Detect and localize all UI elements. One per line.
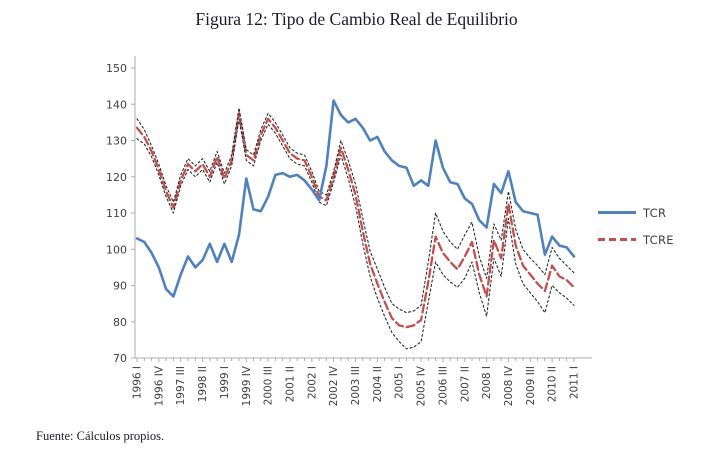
svg-text:2008 IV: 2008 IV [503,365,515,406]
svg-text:2002 IV: 2002 IV [328,365,340,406]
legend-label-tcr: TCR [643,205,667,220]
svg-text:80: 80 [113,316,127,329]
svg-text:130: 130 [106,135,127,148]
svg-text:2002 I: 2002 I [306,366,318,399]
svg-text:100: 100 [106,243,127,256]
series-tcr [135,99,576,298]
svg-text:2005 IV: 2005 IV [416,365,428,406]
svg-text:110: 110 [106,207,127,220]
svg-text:90: 90 [113,280,127,293]
svg-text:70: 70 [113,352,127,365]
svg-text:1998 II: 1998 II [197,366,209,402]
svg-text:2000 III: 2000 III [263,366,275,405]
series-tcre-banda-inferior [136,118,575,350]
svg-text:2004 II: 2004 II [372,366,384,402]
svg-text:1996 I: 1996 I [132,366,144,399]
svg-text:1999 I: 1999 I [219,366,231,399]
svg-text:2008 I: 2008 I [481,366,493,399]
svg-text:2005 I: 2005 I [394,366,406,399]
chart-title: Figura 12: Tipo de Cambio Real de Equili… [195,9,518,29]
svg-text:140: 140 [106,98,127,111]
svg-text:2006 III: 2006 III [437,366,449,405]
series-tcre-banda-superior [136,107,575,314]
svg-text:2001 II: 2001 II [284,366,296,402]
svg-text:2007 II: 2007 II [459,366,471,402]
tcr-line-sample [598,211,636,214]
tcre-line-sample [598,238,636,241]
svg-text:1996 IV: 1996 IV [153,365,165,406]
svg-text:120: 120 [106,171,127,184]
legend-label-tcre: TCRE [643,232,674,247]
svg-text:2010 II: 2010 II [547,366,559,402]
legend-item-tcre: TCRE [598,226,674,253]
svg-text:150: 150 [106,62,127,75]
svg-text:1997 III: 1997 III [175,366,187,405]
y-axis-ticks: 70 80 90 100 110 120 130 140 150 [106,62,135,365]
svg-text:2009 III: 2009 III [525,366,537,405]
legend: TCR TCRE [598,199,674,253]
source-note: Fuente: Cálculos propios. [36,429,165,443]
svg-text:2003 III: 2003 III [350,366,362,405]
svg-text:1999 IV: 1999 IV [241,365,253,406]
x-axis-ticks: 1996 I 1996 IV 1997 III 1998 II 1999 I 1999 I… [132,358,581,406]
series-tcre [135,112,576,329]
svg-text:2011 I: 2011 I [569,366,581,399]
axes [134,56,592,359]
legend-item-tcr: TCR [598,199,674,226]
